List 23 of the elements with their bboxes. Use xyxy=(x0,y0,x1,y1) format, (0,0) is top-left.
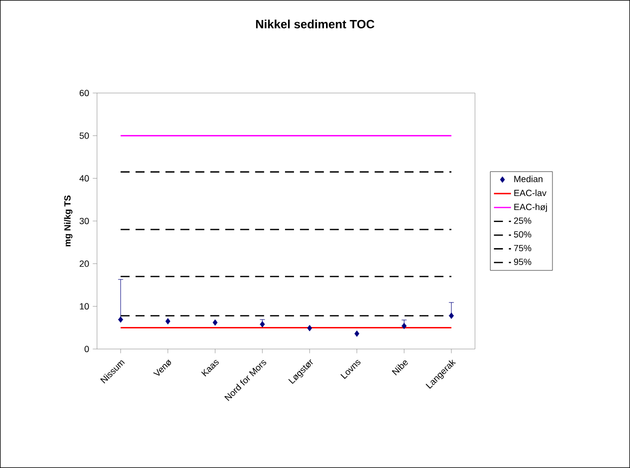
legend-label: EAC-lav xyxy=(514,190,546,196)
point xyxy=(402,322,407,330)
legend-label: EAC-høj xyxy=(514,204,547,212)
point xyxy=(307,324,312,332)
legend-label: 95% xyxy=(514,258,532,266)
legend-label: 75% xyxy=(514,244,532,252)
y-axis-title: mg Ni/kg TS xyxy=(64,195,72,246)
point xyxy=(165,318,170,324)
x-tick-label: Nibe xyxy=(392,360,408,376)
legend-label: 50% xyxy=(514,231,532,238)
point xyxy=(354,330,360,337)
y-tick-label: 10 xyxy=(80,303,89,310)
y-tick-label: 30 xyxy=(80,218,89,224)
y-tick-label: 60 xyxy=(80,90,89,96)
y-tick-label: 50 xyxy=(80,132,89,139)
y-tick-label: 40 xyxy=(79,175,89,182)
legend-label: 25% xyxy=(514,217,532,224)
point xyxy=(212,319,218,326)
y-tick-label: 0 xyxy=(84,346,89,352)
y-tick-label: 20 xyxy=(80,260,89,267)
point xyxy=(260,321,265,328)
legend-label: Median xyxy=(514,176,542,182)
chart-title: Nikkel sediment TOC xyxy=(256,20,374,28)
